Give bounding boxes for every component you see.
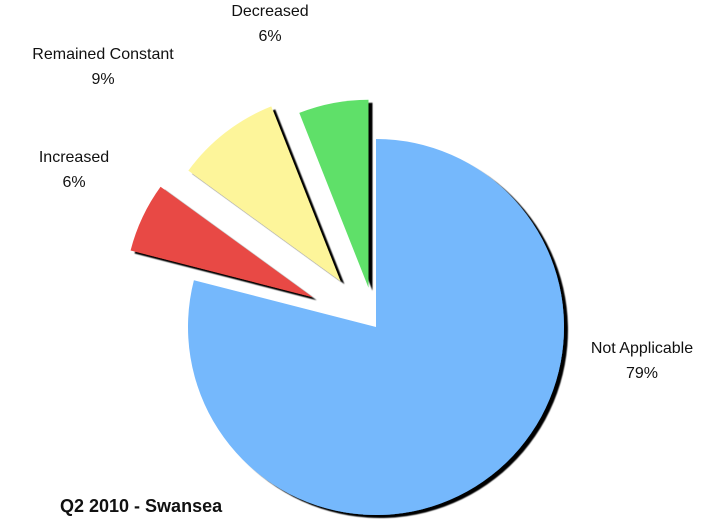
slice-label-value: 6% [258, 28, 281, 45]
slice-label-value: 79% [626, 365, 658, 382]
slice-labels: Not Applicable 79% Increased 6% Remained Con… [32, 3, 693, 382]
pie-slice-remained-constant [188, 106, 341, 282]
pie-slice-not-applicable [187, 139, 564, 515]
slice-label-name: Remained Constant [32, 46, 174, 63]
pie-slices [130, 99, 564, 515]
pie-slice-decreased [299, 99, 369, 288]
pie-slice-increased [130, 186, 313, 298]
slice-label-value: 9% [91, 71, 114, 88]
slice-label-name: Not Applicable [591, 340, 693, 357]
slice-label-name: Increased [39, 149, 109, 166]
slice-label-name: Decreased [231, 3, 308, 20]
slice-label-value: 6% [62, 174, 85, 191]
chart-title: Q2 2010 - Swansea [60, 496, 223, 516]
